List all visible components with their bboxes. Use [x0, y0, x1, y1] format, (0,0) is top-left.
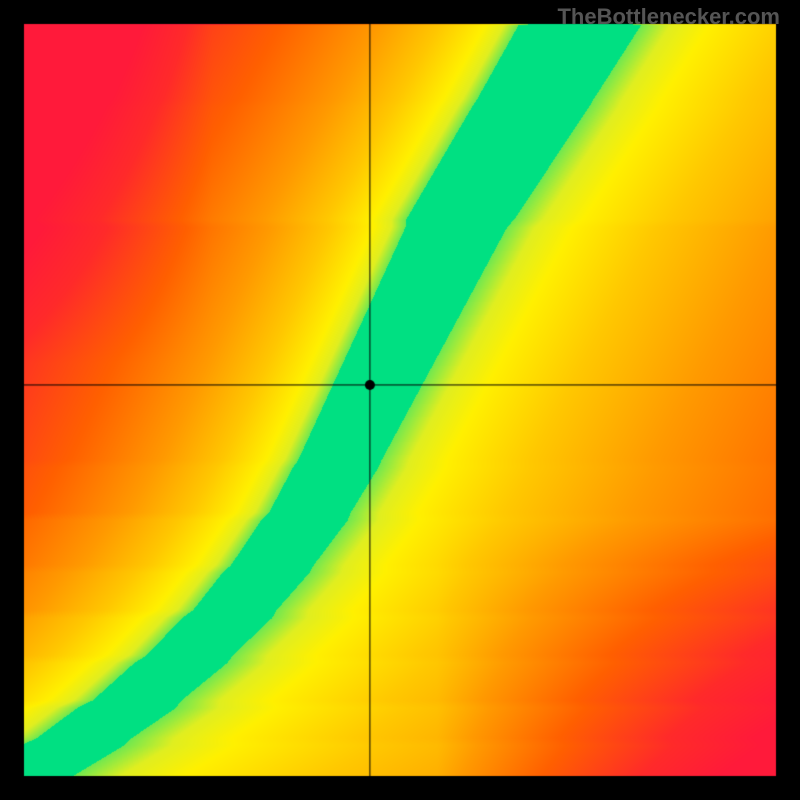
- watermark-text: TheBottlenecker.com: [557, 4, 780, 30]
- bottleneck-heatmap: [0, 0, 800, 800]
